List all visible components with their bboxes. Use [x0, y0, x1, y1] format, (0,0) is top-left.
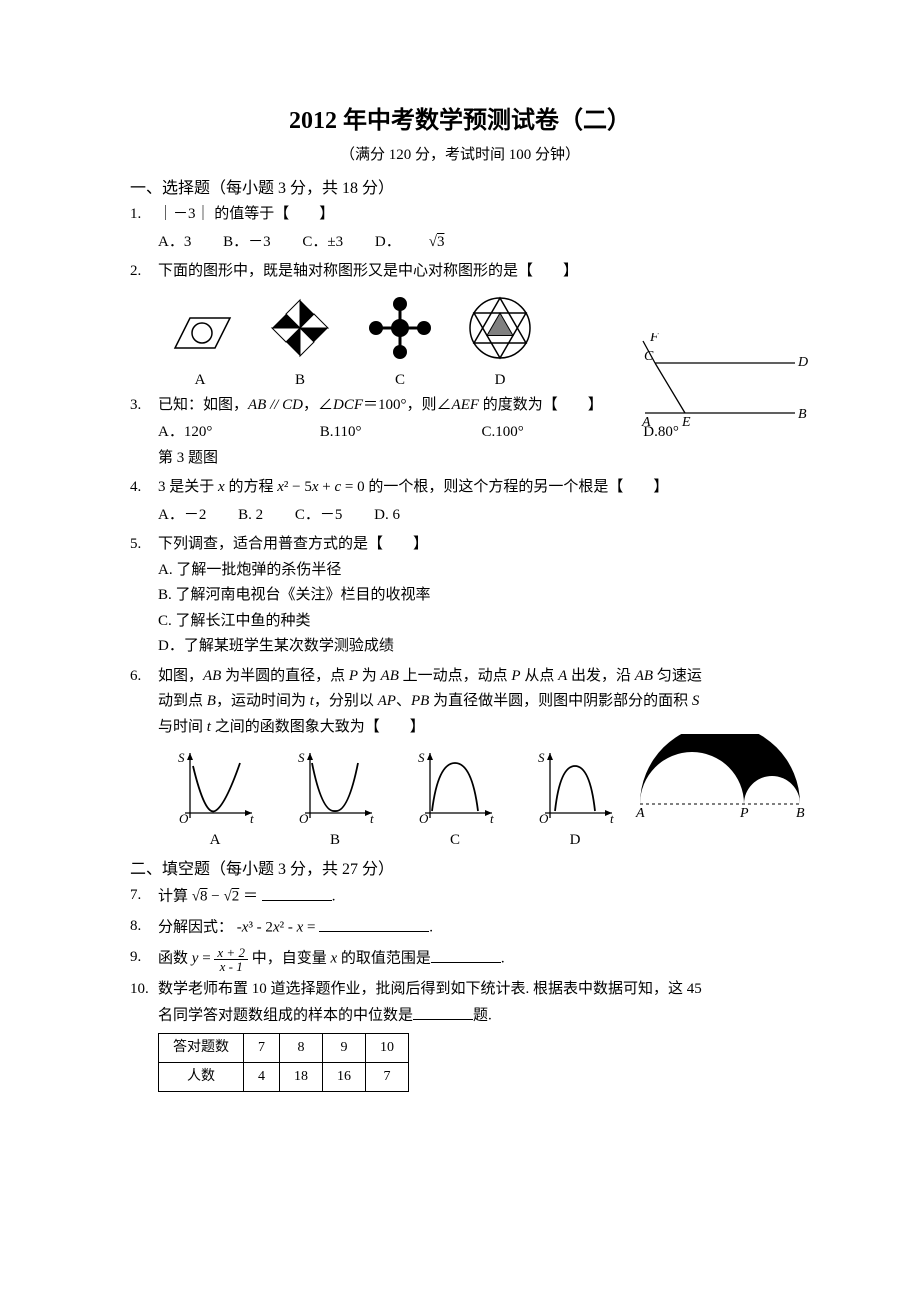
q4-text: 3 是关于 x 的方程 x² − 5x + c = 0 的一个根，则这个方程的另… — [158, 475, 790, 501]
svg-text:A: A — [641, 415, 651, 430]
section1-heading: 一、选择题（每小题 3 分，共 18 分） — [130, 174, 790, 198]
q2-text: 下面的图形中，既是轴对称图形又是中心对称图形的是【 】 — [158, 259, 790, 285]
question-5: 5. 下列调查，适合用普查方式的是【 】 A. 了解一批炮弹的杀伤半径 B. 了… — [130, 532, 790, 660]
svg-text:E: E — [681, 415, 691, 430]
q5-optB: B. 了解河南电视台《关注》栏目的收视率 — [158, 583, 790, 609]
q4-optC: C．－5 — [295, 507, 343, 523]
q1-optA: A．3 — [158, 234, 191, 250]
q5-num: 5. — [130, 532, 158, 660]
q2-labelB: B — [260, 372, 340, 389]
q3-optA: A．120° — [158, 420, 288, 446]
svg-text:D: D — [797, 355, 808, 370]
q6-figD: S O t — [530, 748, 620, 823]
question-6: 6. 如图，AB 为半圆的直径，点 P 为 AB 上一动点，动点 P 从点 A … — [130, 664, 790, 741]
svg-text:O: O — [419, 811, 429, 823]
q2-labelD: D — [460, 372, 540, 389]
q6-labelD: D — [530, 832, 620, 849]
question-2: 2. 下面的图形中，既是轴对称图形又是中心对称图形的是【 】 — [130, 259, 790, 285]
q1-optD: D．√3 — [375, 234, 501, 250]
q8-blank — [319, 914, 429, 932]
q2-figA — [160, 303, 240, 363]
svg-text:P: P — [739, 806, 749, 819]
q2-labelA: A — [160, 372, 240, 389]
q1-optC: C．±3 — [302, 234, 343, 250]
q2-figD — [460, 293, 540, 363]
svg-text:t: t — [490, 811, 494, 823]
q6-line1: 如图，AB 为半圆的直径，点 P 为 AB 上一动点，动点 P 从点 A 出发，… — [158, 664, 790, 690]
q4-optB: B. 2 — [238, 507, 263, 523]
q10-table: 答对题数 7 8 9 10 人数 4 18 16 7 — [158, 1033, 409, 1092]
q7-num: 7. — [130, 883, 158, 910]
q2-num: 2. — [130, 259, 158, 285]
q6-line2: 动到点 B，运动时间为 t，分别以 AP、PB 为直径做半圆，则图中阴影部分的面… — [158, 689, 790, 715]
svg-text:S: S — [298, 750, 305, 765]
section2-heading: 二、填空题（每小题 3 分，共 27 分） — [130, 855, 790, 879]
q9-num: 9. — [130, 945, 158, 973]
q2-figC — [360, 293, 440, 363]
q4-optD: D. 6 — [374, 507, 400, 523]
svg-text:S: S — [418, 750, 425, 765]
svg-text:S: S — [178, 750, 185, 765]
question-4: 4. 3 是关于 x 的方程 x² − 5x + c = 0 的一个根，则这个方… — [130, 475, 790, 528]
question-9: 9. 函数 y = x + 2x - 1 中，自变量 x 的取值范围是. — [130, 945, 790, 973]
svg-text:O: O — [539, 811, 549, 823]
question-7: 7. 计算 √8 − √2 ＝ . — [130, 883, 790, 910]
q1-text: ｜－3｜ 的值等于【 】 — [158, 202, 790, 228]
q5-optC: C. 了解长江中鱼的种类 — [158, 609, 790, 635]
question-8: 8. 分解因式： -x³ - 2x² - x = . — [130, 914, 790, 941]
svg-text:B: B — [796, 806, 805, 819]
q1-optB: B．－3 — [223, 234, 271, 250]
q3-optC: C.100° — [482, 420, 612, 446]
q10-num: 10. — [130, 977, 158, 1092]
q4-optA: A．－2 — [158, 507, 206, 523]
svg-text:O: O — [179, 811, 189, 823]
exam-title: 2012 年中考数学预测试卷（二） — [130, 100, 790, 135]
svg-text:B: B — [798, 407, 807, 422]
q3-caption: 第 3 题图 — [158, 446, 790, 472]
svg-text:t: t — [610, 811, 614, 823]
svg-text:A: A — [635, 806, 645, 819]
q2-labelC: C — [360, 372, 440, 389]
table-row: 答对题数 7 8 9 10 — [159, 1034, 409, 1063]
q5-optD: D．了解某班学生某次数学测验成绩 — [158, 634, 790, 660]
q7-blank — [262, 883, 332, 901]
q3-figure: F C D A E B — [640, 333, 810, 433]
q10-blank — [413, 1002, 473, 1020]
q10-line2: 名同学答对题数组成的样本的中位数是题. — [158, 1002, 790, 1029]
svg-text:t: t — [370, 811, 374, 823]
svg-text:S: S — [538, 750, 545, 765]
q10-line1: 数学老师布置 10 道选择题作业，批阅后得到如下统计表. 根据表中数据可知，这 … — [158, 977, 790, 1003]
table-row: 人数 4 18 16 7 — [159, 1062, 409, 1091]
q3-num: 3. — [130, 393, 158, 472]
svg-text:F: F — [649, 333, 659, 345]
q6-labelB: B — [290, 832, 380, 849]
q6-main-figure: A P B — [630, 734, 810, 819]
q8-num: 8. — [130, 914, 158, 941]
q6-labelC: C — [410, 832, 500, 849]
q6-figB: S O t — [290, 748, 380, 823]
q6-figC: S O t — [410, 748, 500, 823]
svg-text:O: O — [299, 811, 309, 823]
q5-optA: A. 了解一批炮弹的杀伤半径 — [158, 558, 790, 584]
exam-subtitle: （满分 120 分，考试时间 100 分钟） — [130, 143, 790, 164]
svg-text:t: t — [250, 811, 254, 823]
q6-figA: S O t — [170, 748, 260, 823]
q1-num: 1. — [130, 202, 158, 255]
question-10: 10. 数学老师布置 10 道选择题作业，批阅后得到如下统计表. 根据表中数据可… — [130, 977, 790, 1092]
q6-labelA: A — [170, 832, 260, 849]
svg-text:C: C — [644, 349, 654, 364]
q9-blank — [431, 945, 501, 963]
q3-optB: B.110° — [320, 420, 450, 446]
q2-figB — [260, 293, 340, 363]
q6-num: 6. — [130, 664, 158, 741]
q5-text: 下列调查，适合用普查方式的是【 】 — [158, 532, 790, 558]
question-1: 1. ｜－3｜ 的值等于【 】 A．3 B．－3 C．±3 D．√3 — [130, 202, 790, 255]
q4-num: 4. — [130, 475, 158, 528]
